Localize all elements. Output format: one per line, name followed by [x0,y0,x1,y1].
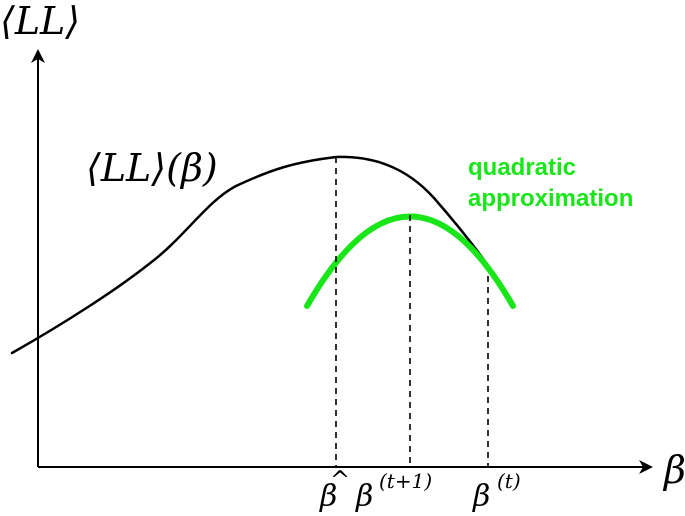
beta-hat-symbol: β [319,479,337,514]
curve-label: ⟨LL⟩(β) [86,146,218,190]
beta-hat-accent: ^ [330,466,350,494]
beta-t-base: β [472,479,490,514]
beta-t-superscript: (t) [497,469,521,493]
y-axis-label: ⟨LL⟩ [0,0,80,43]
log-likelihood-curve [10,155,514,355]
quadratic-label-line1: quadratic [468,154,576,181]
beta-t1-superscript: (t+1) [379,469,432,493]
quadratic-label-line2: approximation [468,185,633,212]
x-axis-label: β [662,448,685,492]
beta-t1-base: β [355,479,373,514]
